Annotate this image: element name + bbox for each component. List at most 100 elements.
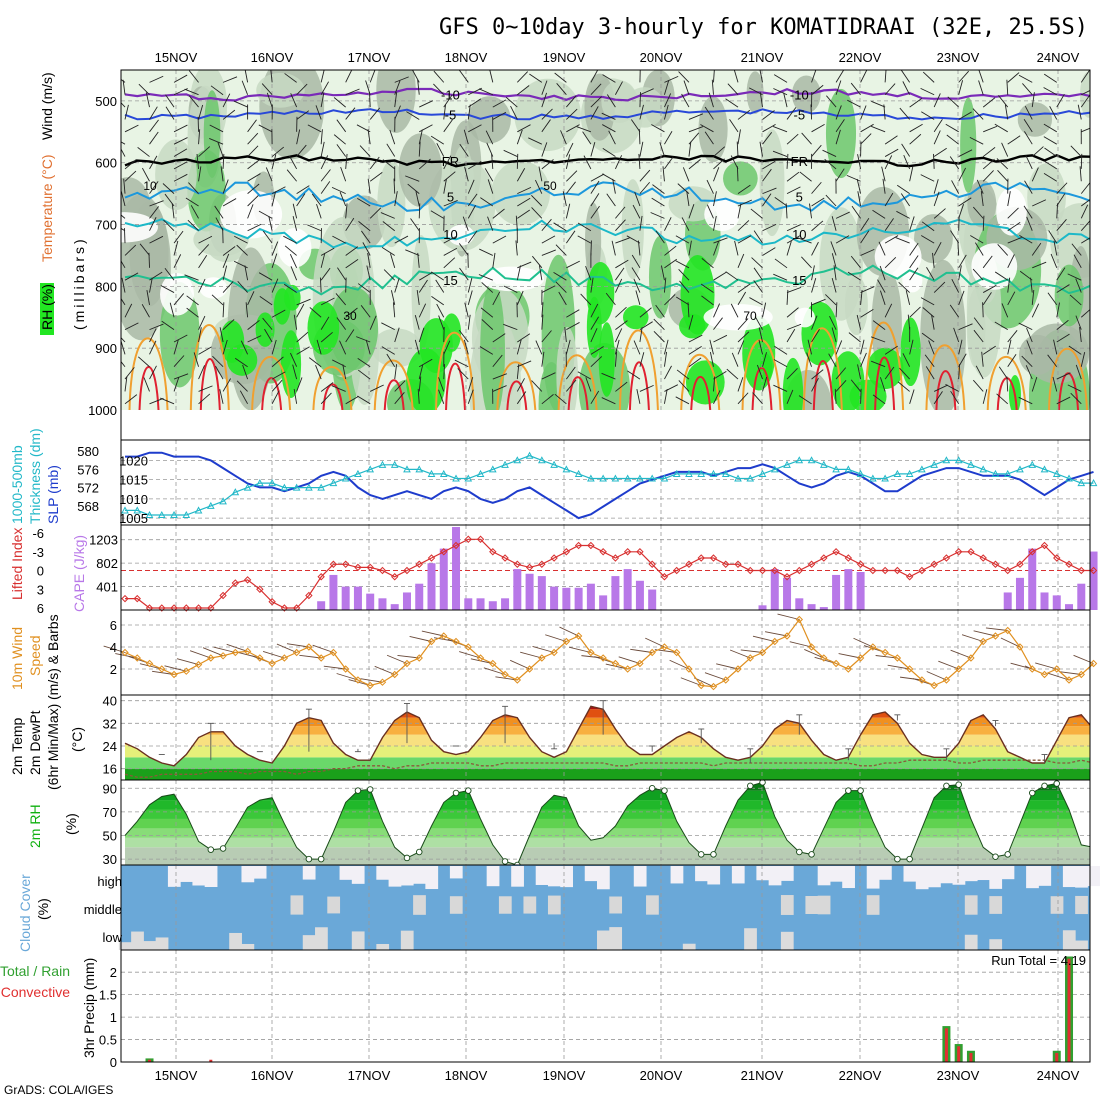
wind-barb (838, 653, 861, 659)
wind-speed-point (476, 654, 485, 662)
rh-saturated-cell (598, 322, 615, 397)
cape-bar (537, 576, 546, 610)
wind-barb (532, 255, 543, 269)
wind-speed-point (562, 637, 571, 646)
wind-barb (713, 167, 720, 182)
wind-barb (394, 278, 400, 293)
li-point (305, 591, 313, 600)
wind-barb (835, 211, 850, 219)
li-point (807, 560, 816, 568)
wind-barb (357, 283, 371, 293)
wind-barb (121, 227, 126, 232)
wind-barb (443, 364, 446, 380)
wind-barb (590, 180, 600, 194)
cloud-high-block (535, 866, 549, 885)
li-point (1089, 566, 1098, 575)
rh-point (514, 861, 521, 865)
wind-barb (633, 278, 641, 293)
isotherm-label: 15 (443, 273, 457, 288)
wind-barb (237, 280, 248, 293)
wind-barb (467, 377, 474, 392)
wind-barb (688, 315, 694, 330)
li-point (354, 563, 362, 572)
wind-barb (160, 397, 175, 405)
wind-barb (884, 303, 893, 318)
bottom-date-label: 20NOV (640, 1068, 683, 1083)
wind-barb (903, 154, 911, 170)
wind-barb (902, 81, 911, 95)
wind-barb (336, 317, 347, 330)
li-tick-label: 0 (37, 564, 44, 579)
wind-barb (762, 124, 776, 133)
wind-barb (860, 388, 862, 404)
wind-barb (978, 80, 984, 95)
wind-barb (759, 92, 763, 108)
thickness-point (427, 469, 436, 477)
wind-speed-point (660, 643, 669, 651)
wind-barb (737, 253, 745, 268)
wind-barb (737, 235, 752, 244)
li-point (317, 573, 325, 581)
cloud-high-block (376, 866, 390, 880)
rh-cell (398, 133, 442, 207)
cape-bar (648, 589, 657, 610)
li-point (341, 560, 350, 568)
wind-barb (124, 170, 137, 182)
wind-barb (716, 663, 739, 670)
wind-barb (568, 646, 591, 653)
rh-contour-label: 30 (343, 309, 357, 323)
thickness-point (819, 460, 828, 468)
wind-barb (211, 294, 224, 306)
li-point (697, 554, 705, 562)
wind-speed-point (611, 659, 620, 668)
cloud-high-block (707, 866, 721, 885)
li-point (219, 591, 227, 600)
wind-barb (924, 354, 935, 367)
wind-barb (247, 119, 257, 133)
wind-barb (602, 148, 616, 157)
wind-barb (1010, 662, 1033, 670)
wind-barb (431, 271, 445, 281)
wind-barb (958, 364, 961, 380)
wind-barb (756, 364, 763, 380)
li-point (292, 604, 301, 612)
temp-label-4: (°C) (69, 727, 85, 752)
li-point (623, 548, 632, 556)
wind-barb (850, 82, 861, 96)
thickness-point (256, 479, 264, 487)
wind-barb (713, 371, 727, 380)
wind-barb (320, 92, 325, 108)
rh-cell (411, 234, 431, 352)
wind-barb (958, 323, 973, 331)
li-point (979, 554, 987, 562)
wind-barb (975, 365, 984, 380)
top-date-label: 22NOV (839, 50, 882, 65)
bottom-date-label: 18NOV (445, 1068, 488, 1083)
wind-barb (186, 307, 199, 318)
wind-barb (762, 168, 772, 182)
wind-barb (222, 339, 228, 355)
wind-barb (187, 219, 199, 232)
isotherm-label: -10 (790, 88, 809, 103)
thickness-point (648, 474, 657, 482)
li-point (893, 566, 902, 575)
wind-barb (141, 303, 150, 318)
wind-barb (799, 171, 812, 182)
wind-barb (737, 340, 745, 355)
thickness-point (329, 479, 338, 487)
li-point (403, 566, 411, 575)
rh-point (955, 781, 962, 788)
wind-barb (645, 637, 665, 648)
wind-barb (590, 83, 602, 96)
wind-barb (418, 376, 422, 392)
thickness-point (476, 469, 485, 477)
upper-mb-label: (millibars) (71, 236, 87, 330)
wind-barb (879, 265, 886, 281)
wind-speed-point (489, 659, 497, 668)
wind-barb (970, 235, 984, 244)
wind-barb (1044, 147, 1058, 157)
wind-barb (345, 107, 356, 120)
wind-barb (774, 196, 788, 207)
wind-barb (478, 274, 493, 281)
wind-barb (268, 216, 273, 231)
